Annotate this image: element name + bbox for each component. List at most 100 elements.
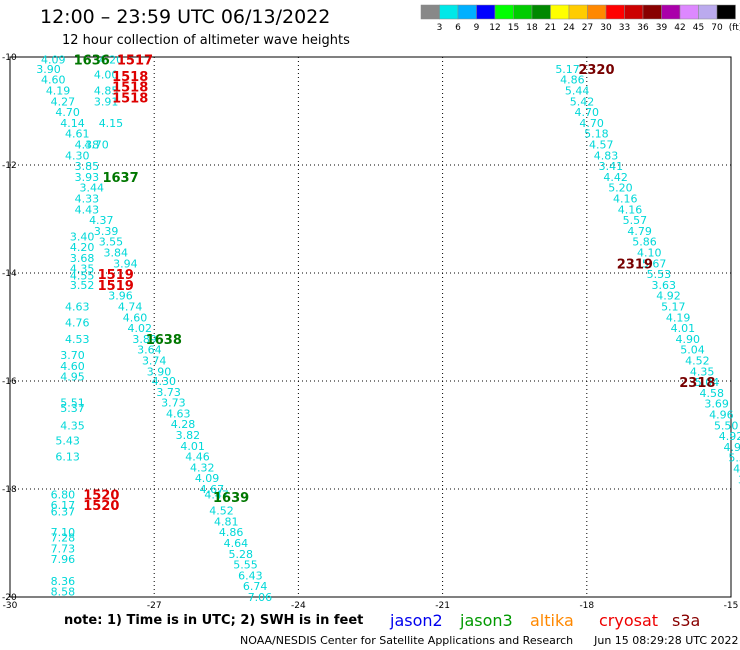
swh-value: 5.53 bbox=[647, 268, 672, 281]
swh-value: 3.90 bbox=[147, 365, 172, 378]
swh-value: 3.89 bbox=[132, 333, 157, 346]
swh-value: 4.55 bbox=[70, 270, 95, 283]
swh-value: 4.47 bbox=[204, 488, 229, 501]
swh-value: 4.76 bbox=[65, 317, 90, 330]
y-tick-label: -14 bbox=[2, 269, 17, 279]
swh-value: 4.58 bbox=[700, 387, 725, 400]
swh-value: 3.90 bbox=[36, 63, 61, 76]
swh-value: 5.04 bbox=[695, 376, 720, 389]
swh-value: 4.16 bbox=[618, 203, 643, 216]
swh-value: 4.52 bbox=[685, 354, 710, 367]
swh-value: 4.60 bbox=[41, 74, 66, 87]
colorbar-label: 9 bbox=[474, 23, 480, 33]
swh-value: 4.30 bbox=[65, 149, 90, 162]
swh-value: 4.79 bbox=[627, 225, 652, 238]
colorbar-swatch bbox=[513, 4, 533, 20]
swh-value: 4.53 bbox=[65, 333, 90, 346]
colorbar-swatch bbox=[624, 4, 644, 20]
swh-value: 4.74 bbox=[118, 300, 143, 313]
plot-frame bbox=[9, 56, 732, 598]
swh-value: 3.68 bbox=[70, 252, 95, 265]
colorbar-swatch bbox=[716, 4, 736, 20]
colorbar-swatch bbox=[457, 4, 477, 20]
swh-value: 6.37 bbox=[51, 506, 76, 519]
x-tick-label: -21 bbox=[435, 601, 450, 611]
swh-value: 8.36 bbox=[51, 575, 76, 588]
swh-value: 3.82 bbox=[176, 429, 201, 442]
swh-value: 4.70 bbox=[579, 117, 604, 130]
colorbar-label: 39 bbox=[656, 23, 668, 33]
pass-time-label: 1636 bbox=[74, 54, 110, 69]
swh-value: 5.42 bbox=[570, 95, 595, 108]
swh-value: 4.02 bbox=[128, 322, 153, 335]
legend-cryosat: cryosat bbox=[599, 611, 659, 630]
pass-time-label: 1638 bbox=[146, 333, 182, 348]
x-tick-label: -24 bbox=[291, 601, 306, 611]
swh-value: 4.92 bbox=[719, 430, 740, 443]
colorbar-label: 12 bbox=[489, 23, 500, 33]
pass-time-label: 2320 bbox=[578, 63, 614, 78]
swh-value: 3.94 bbox=[113, 257, 138, 270]
swh-value: 4.81 bbox=[214, 515, 239, 528]
x-tick-label: -27 bbox=[147, 601, 162, 611]
swh-value: 4.46 bbox=[185, 451, 210, 464]
legend-jason2: jason2 bbox=[390, 611, 443, 630]
colorbar-label: 21 bbox=[545, 23, 556, 33]
swh-value: 6.43 bbox=[238, 569, 263, 582]
swh-value: 4.00 bbox=[94, 68, 119, 81]
swh-value: 3.63 bbox=[651, 279, 676, 292]
swh-value: 4.16 bbox=[613, 192, 638, 205]
units-note: note: 1) Time is in UTC; 2) SWH is in fe… bbox=[64, 613, 364, 628]
swh-value: 4.14 bbox=[60, 117, 85, 130]
swh-value: 4.38 bbox=[75, 138, 100, 151]
swh-value: 4.20 bbox=[70, 241, 95, 254]
colorbar-swatch bbox=[587, 4, 607, 20]
colorbar-label: 33 bbox=[619, 23, 630, 33]
pass-time-label: 1520 bbox=[83, 499, 119, 514]
swh-value: 7.73 bbox=[51, 542, 76, 555]
swh-value: 4.60 bbox=[123, 311, 148, 324]
page-title: 12:00 – 23:59 UTC 06/13/2022 bbox=[40, 6, 331, 28]
colorbar-label: 18 bbox=[526, 23, 538, 33]
footer-credit: NOAA/NESDIS Center for Satellite Applica… bbox=[240, 634, 739, 647]
colorbar-swatch bbox=[494, 4, 514, 20]
swh-value: 4.57 bbox=[589, 138, 614, 151]
x-tick-label: -18 bbox=[579, 601, 594, 611]
legend-jason3: jason3 bbox=[460, 611, 513, 630]
swh-value: 4.70 bbox=[84, 138, 109, 151]
swh-value: 4.70 bbox=[575, 106, 600, 119]
swh-value: 4.27 bbox=[51, 95, 76, 108]
colorbar-label: 27 bbox=[582, 23, 593, 33]
colorbar-label: 30 bbox=[600, 23, 612, 33]
swh-value: 4.33 bbox=[75, 192, 100, 205]
swh-value: 5.44 bbox=[565, 84, 590, 97]
pass-time-label: 1519 bbox=[98, 268, 134, 283]
swh-value: 3.96 bbox=[108, 290, 133, 303]
y-tick-label: -20 bbox=[2, 593, 17, 603]
swh-value: 4.30 bbox=[152, 375, 177, 388]
pass-time-label: 1520 bbox=[83, 488, 119, 503]
colorbar-swatch bbox=[439, 4, 459, 20]
swh-value: 4.10 bbox=[637, 246, 662, 259]
swh-value: 4.64 bbox=[224, 537, 249, 550]
swh-value: 7.10 bbox=[51, 526, 76, 539]
colorbar-swatch bbox=[698, 4, 718, 20]
swh-value: 4.52 bbox=[209, 505, 234, 518]
swh-value: 3.44 bbox=[79, 182, 104, 195]
swh-value: 6.74 bbox=[243, 580, 268, 593]
pass-time-label: 1518 bbox=[112, 81, 148, 96]
swh-value: 4.01 bbox=[671, 322, 696, 335]
swh-value: 4.96 bbox=[709, 408, 734, 421]
swh-value: 3.74 bbox=[142, 354, 167, 367]
swh-value: 3.70 bbox=[60, 349, 85, 362]
swh-value: 5.57 bbox=[623, 214, 648, 227]
swh-value: 5.17 bbox=[555, 63, 580, 76]
swh-value: 3.91 bbox=[94, 95, 119, 108]
swh-value: 4.67 bbox=[200, 483, 225, 496]
colorbar-swatch bbox=[476, 4, 496, 20]
swh-value: 4.42 bbox=[603, 171, 628, 184]
swh-value: 5.50 bbox=[714, 419, 739, 432]
y-tick-label: -12 bbox=[2, 161, 17, 171]
swh-value: 4.19 bbox=[46, 84, 71, 97]
